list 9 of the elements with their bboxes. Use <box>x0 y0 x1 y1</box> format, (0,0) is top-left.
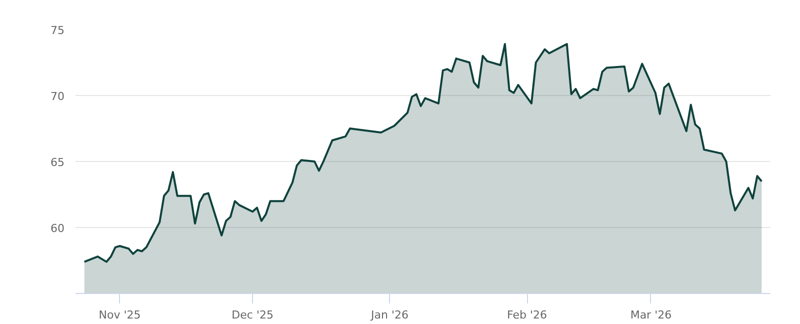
x-tick-label: Mar '26 <box>630 308 672 322</box>
x-tick-label: Jan '26 <box>370 308 409 322</box>
y-tick-label: 70 <box>50 90 65 103</box>
y-tick-label: 75 <box>50 24 65 37</box>
x-tick-label: Dec '25 <box>232 308 274 322</box>
y-tick-label: 60 <box>50 222 65 235</box>
x-tick-label: Nov '25 <box>98 308 141 322</box>
x-tick-label: Feb '26 <box>507 308 548 322</box>
y-tick-label: 65 <box>50 156 65 169</box>
